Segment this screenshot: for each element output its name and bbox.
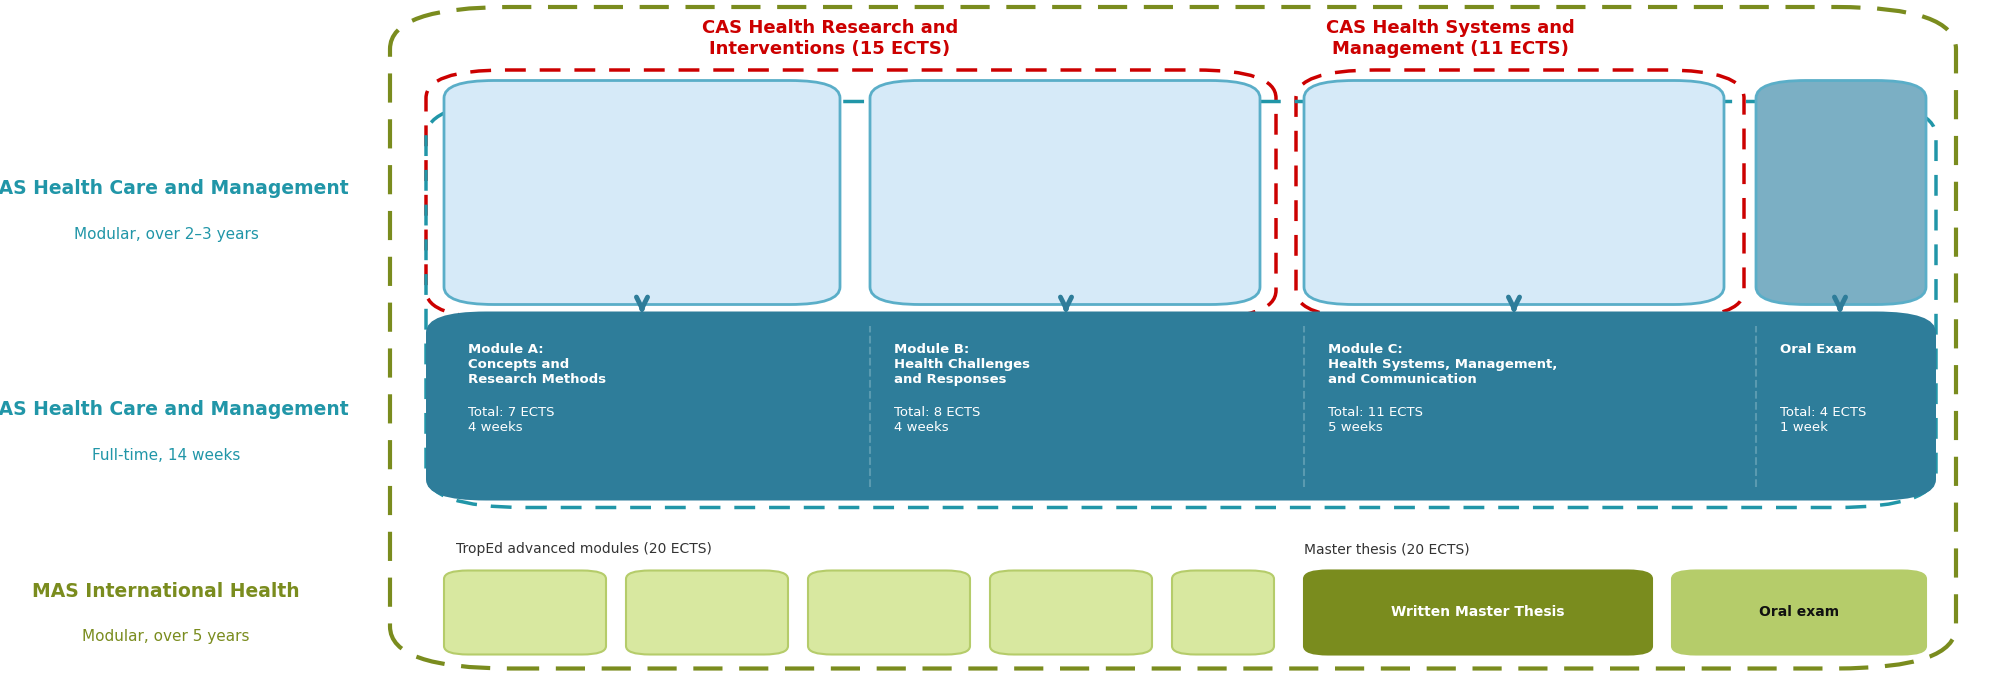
Text: Total: 7 ECTS
4 weeks: Total: 7 ECTS 4 weeks (468, 217, 554, 245)
Text: TropEd advanced modules (20 ECTS): TropEd advanced modules (20 ECTS) (456, 542, 712, 556)
Text: DAS Health Care and Management: DAS Health Care and Management (0, 179, 348, 199)
Text: Total: 8 ECTS
4 weeks: Total: 8 ECTS 4 weeks (894, 406, 980, 434)
FancyBboxPatch shape (426, 312, 1936, 500)
FancyBboxPatch shape (990, 570, 1152, 655)
Text: Total: 4 ECTS
1 week: Total: 4 ECTS 1 week (1780, 406, 1866, 434)
FancyBboxPatch shape (444, 570, 606, 655)
FancyBboxPatch shape (808, 570, 970, 655)
Text: Modular, over 2–3 years: Modular, over 2–3 years (74, 227, 258, 242)
Text: Module A:
Concepts and
Research Methods: Module A: Concepts and Research Methods (468, 343, 606, 386)
Text: Module A:
Concepts and
Research Methods: Module A: Concepts and Research Methods (468, 105, 606, 148)
Text: Module C:
Health Systems, Management,
and Communication: Module C: Health Systems, Management, an… (1328, 105, 1558, 148)
FancyBboxPatch shape (1304, 570, 1652, 655)
Text: Total: 11 ECTS
5 weeks: Total: 11 ECTS 5 weeks (1328, 217, 1424, 245)
FancyBboxPatch shape (1172, 570, 1274, 655)
Text: Oral Exam: Oral Exam (1780, 105, 1856, 118)
FancyBboxPatch shape (1672, 570, 1926, 655)
Text: Modular, over 5 years: Modular, over 5 years (82, 629, 250, 645)
Text: Total: 11 ECTS
5 weeks: Total: 11 ECTS 5 weeks (1328, 406, 1424, 434)
Text: Full-time, 14 weeks: Full-time, 14 weeks (92, 447, 240, 463)
FancyBboxPatch shape (870, 80, 1260, 304)
Text: Written Master Thesis: Written Master Thesis (1392, 606, 1564, 620)
Text: Module B:
Health Challenges
and Responses: Module B: Health Challenges and Response… (894, 343, 1030, 386)
Text: Total: 7 ECTS
4 weeks: Total: 7 ECTS 4 weeks (468, 406, 554, 434)
Text: Total: 8 ECTS
4 weeks: Total: 8 ECTS 4 weeks (894, 217, 980, 245)
Text: Oral Exam: Oral Exam (1780, 343, 1856, 356)
FancyBboxPatch shape (444, 80, 840, 304)
Text: MAS International Health: MAS International Health (32, 582, 300, 601)
FancyBboxPatch shape (1304, 80, 1724, 304)
Text: Oral exam: Oral exam (1758, 606, 1840, 620)
Text: CAS Health Research and
Interventions (15 ECTS): CAS Health Research and Interventions (1… (702, 19, 958, 58)
Text: CAS Health Systems and
Management (11 ECTS): CAS Health Systems and Management (11 EC… (1326, 19, 1574, 58)
FancyBboxPatch shape (626, 570, 788, 655)
FancyBboxPatch shape (1756, 80, 1926, 304)
Text: Total: 4 ECTS
1 week: Total: 4 ECTS 1 week (1780, 217, 1866, 245)
Text: Module C:
Health Systems, Management,
and Communication: Module C: Health Systems, Management, an… (1328, 343, 1558, 386)
Text: Module B:
Health Challenges
and Responses: Module B: Health Challenges and Response… (894, 105, 1030, 148)
Text: DAS Health Care and Management: DAS Health Care and Management (0, 400, 348, 419)
Text: Master thesis (20 ECTS): Master thesis (20 ECTS) (1304, 542, 1470, 556)
